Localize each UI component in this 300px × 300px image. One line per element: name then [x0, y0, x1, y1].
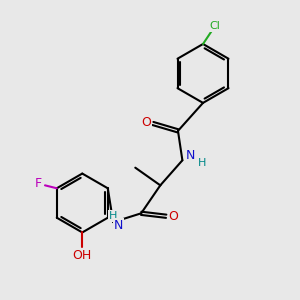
Text: Cl: Cl [209, 21, 220, 31]
Text: O: O [142, 116, 152, 128]
Text: O: O [169, 210, 178, 223]
Text: H: H [198, 158, 207, 168]
Text: F: F [35, 177, 42, 190]
Text: H: H [109, 211, 117, 221]
Text: N: N [114, 219, 123, 232]
Text: OH: OH [73, 249, 92, 262]
Text: N: N [186, 148, 195, 161]
